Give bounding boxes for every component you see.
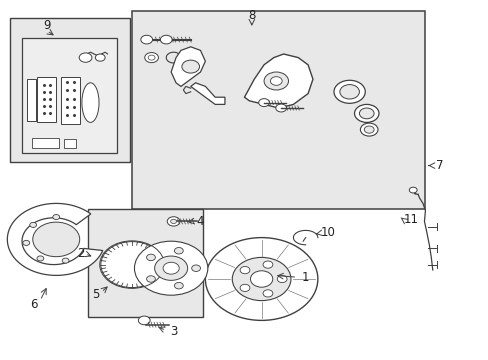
Ellipse shape	[81, 83, 99, 122]
Circle shape	[277, 275, 286, 283]
Circle shape	[408, 187, 416, 193]
Circle shape	[339, 85, 359, 99]
Circle shape	[174, 247, 183, 254]
Circle shape	[144, 53, 158, 63]
Circle shape	[53, 215, 60, 220]
Circle shape	[191, 265, 200, 271]
Circle shape	[364, 126, 373, 133]
Circle shape	[134, 241, 207, 295]
Text: 9: 9	[43, 19, 51, 32]
Bar	[27, 79, 36, 121]
Bar	[10, 18, 129, 162]
Text: 8: 8	[247, 9, 255, 22]
Circle shape	[170, 219, 176, 224]
Bar	[132, 11, 425, 209]
Bar	[22, 38, 117, 153]
Circle shape	[101, 242, 163, 288]
Circle shape	[163, 262, 179, 274]
Circle shape	[354, 104, 378, 122]
Text: 2: 2	[77, 247, 84, 260]
Circle shape	[275, 104, 286, 112]
Text: 1: 1	[301, 271, 309, 284]
Polygon shape	[7, 203, 102, 275]
Text: 11: 11	[403, 213, 417, 226]
Circle shape	[33, 222, 80, 257]
Text: 5: 5	[91, 288, 99, 301]
Circle shape	[174, 283, 183, 289]
Circle shape	[95, 54, 105, 61]
Circle shape	[148, 55, 155, 60]
Circle shape	[360, 123, 377, 136]
Circle shape	[138, 316, 150, 325]
Circle shape	[263, 290, 272, 297]
Circle shape	[146, 276, 155, 282]
Polygon shape	[244, 54, 312, 108]
Circle shape	[270, 77, 282, 85]
Circle shape	[333, 80, 365, 103]
Circle shape	[146, 254, 155, 261]
Circle shape	[62, 258, 69, 263]
Circle shape	[160, 35, 172, 44]
Text: 10: 10	[320, 226, 334, 239]
Circle shape	[30, 222, 37, 228]
Polygon shape	[190, 83, 224, 104]
Circle shape	[359, 108, 373, 119]
Bar	[37, 77, 56, 122]
Circle shape	[205, 238, 317, 320]
Bar	[88, 209, 203, 317]
Circle shape	[182, 60, 199, 73]
Circle shape	[240, 266, 249, 274]
Circle shape	[23, 240, 30, 246]
Bar	[32, 138, 59, 148]
Bar	[63, 139, 76, 148]
Circle shape	[264, 72, 288, 90]
Circle shape	[250, 271, 272, 287]
Circle shape	[263, 261, 272, 268]
Circle shape	[79, 53, 92, 62]
Text: 6: 6	[30, 298, 38, 311]
Bar	[61, 77, 80, 124]
Circle shape	[232, 257, 290, 301]
Circle shape	[154, 256, 187, 280]
Text: 7: 7	[435, 159, 443, 172]
Circle shape	[240, 284, 249, 292]
Text: 4: 4	[196, 215, 204, 228]
Text: 3: 3	[169, 325, 177, 338]
Circle shape	[141, 35, 152, 44]
Polygon shape	[171, 47, 205, 86]
Circle shape	[167, 217, 180, 226]
Circle shape	[258, 99, 269, 107]
Circle shape	[37, 256, 44, 261]
